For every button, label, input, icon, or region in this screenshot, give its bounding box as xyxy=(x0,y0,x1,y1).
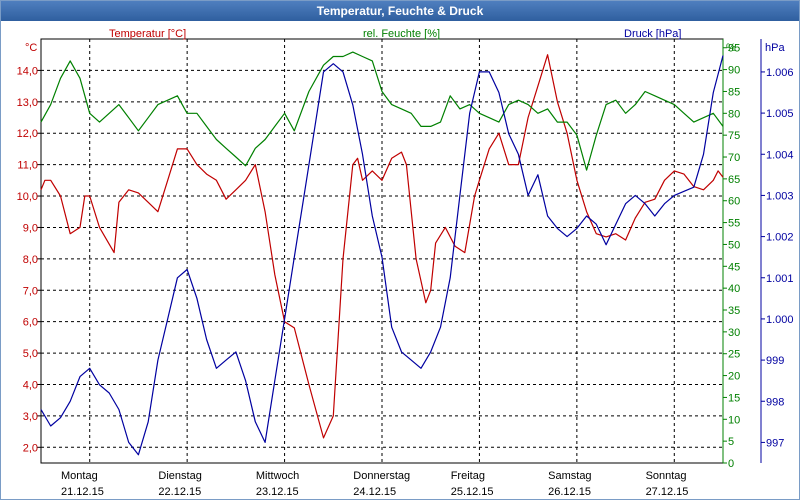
humidity-tick-label: 30 xyxy=(728,327,740,339)
humidity-tick-label: 40 xyxy=(728,283,740,295)
x-date-label: 23.12.15 xyxy=(256,486,299,498)
pressure-series-line xyxy=(40,55,724,456)
humidity-tick-label: 95 xyxy=(728,43,740,55)
temperature-unit: °C xyxy=(25,42,37,54)
humidity-tick-label: 35 xyxy=(728,305,740,317)
temperature-tick-label: 8,0 xyxy=(23,254,38,266)
x-day-label: Donnerstag xyxy=(353,470,410,482)
x-day-label: Montag xyxy=(61,470,98,482)
humidity-tick-label: 25 xyxy=(728,349,740,361)
pressure-unit: hPa xyxy=(765,42,785,54)
temperature-axis-label: Temperatur [°C] xyxy=(109,28,186,40)
temperature-tick-label: 3,0 xyxy=(23,411,38,423)
temperature-tick-label: 5,0 xyxy=(23,348,38,360)
x-day-label: Freitag xyxy=(451,470,485,482)
humidity-tick-label: 80 xyxy=(728,108,740,120)
humidity-tick-label: 75 xyxy=(728,130,740,142)
x-day-label: Mittwoch xyxy=(256,470,299,482)
x-day-label: Dienstag xyxy=(158,470,201,482)
pressure-tick-label: 1.003 xyxy=(766,190,794,202)
pressure-tick-label: 1.004 xyxy=(766,149,794,161)
temperature-tick-label: 6,0 xyxy=(23,317,38,329)
temperature-tick-label: 12,0 xyxy=(17,128,38,140)
humidity-tick-label: 90 xyxy=(728,65,740,77)
pressure-tick-label: 1.006 xyxy=(766,67,794,79)
humidity-tick-label: 70 xyxy=(728,152,740,164)
temperature-tick-label: 11,0 xyxy=(17,160,38,172)
humidity-tick-label: 55 xyxy=(728,218,740,230)
pressure-tick-label: 1.002 xyxy=(766,232,794,244)
x-date-label: 24.12.15 xyxy=(353,486,396,498)
pressure-axis-label: Druck [hPa] xyxy=(624,28,681,40)
temperature-series-line xyxy=(40,54,724,439)
temperature-tick-label: 10,0 xyxy=(17,191,38,203)
pressure-tick-label: 1.001 xyxy=(766,273,794,285)
humidity-tick-label: 65 xyxy=(728,174,740,186)
x-day-label: Sonntag xyxy=(646,470,687,482)
temperature-tick-label: 9,0 xyxy=(23,222,38,234)
pressure-tick-label: 1.000 xyxy=(766,314,794,326)
temperature-tick-label: 4,0 xyxy=(23,379,38,391)
temperature-tick-label: 2,0 xyxy=(23,442,38,454)
humidity-unit: % xyxy=(726,42,736,54)
pressure-tick-label: 998 xyxy=(766,396,784,408)
humidity-tick-label: 50 xyxy=(728,239,740,251)
temperature-tick-label: 13,0 xyxy=(17,97,38,109)
humidity-tick-label: 15 xyxy=(728,392,740,404)
humidity-tick-label: 60 xyxy=(728,196,740,208)
x-date-label: 27.12.15 xyxy=(646,486,689,498)
x-day-label: Samstag xyxy=(548,470,591,482)
temperature-tick-label: 14,0 xyxy=(17,65,38,77)
humidity-axis-label: rel. Feuchte [%] xyxy=(363,28,440,40)
pressure-tick-label: 997 xyxy=(766,437,784,449)
humidity-tick-label: 85 xyxy=(728,86,740,98)
x-date-label: 25.12.15 xyxy=(451,486,494,498)
temperature-tick-label: 7,0 xyxy=(23,285,38,297)
humidity-tick-label: 5 xyxy=(728,436,734,448)
humidity-series-line xyxy=(40,51,724,171)
humidity-tick-label: 0 xyxy=(728,458,734,470)
pressure-tick-label: 1.005 xyxy=(766,108,794,120)
humidity-tick-label: 20 xyxy=(728,371,740,383)
window-title: Temperatur, Feuchte & Druck xyxy=(1,1,799,21)
x-date-label: 26.12.15 xyxy=(548,486,591,498)
humidity-tick-label: 45 xyxy=(728,261,740,273)
x-date-label: 22.12.15 xyxy=(158,486,201,498)
pressure-tick-label: 999 xyxy=(766,355,784,367)
x-date-label: 21.12.15 xyxy=(61,486,104,498)
humidity-tick-label: 10 xyxy=(728,414,740,426)
